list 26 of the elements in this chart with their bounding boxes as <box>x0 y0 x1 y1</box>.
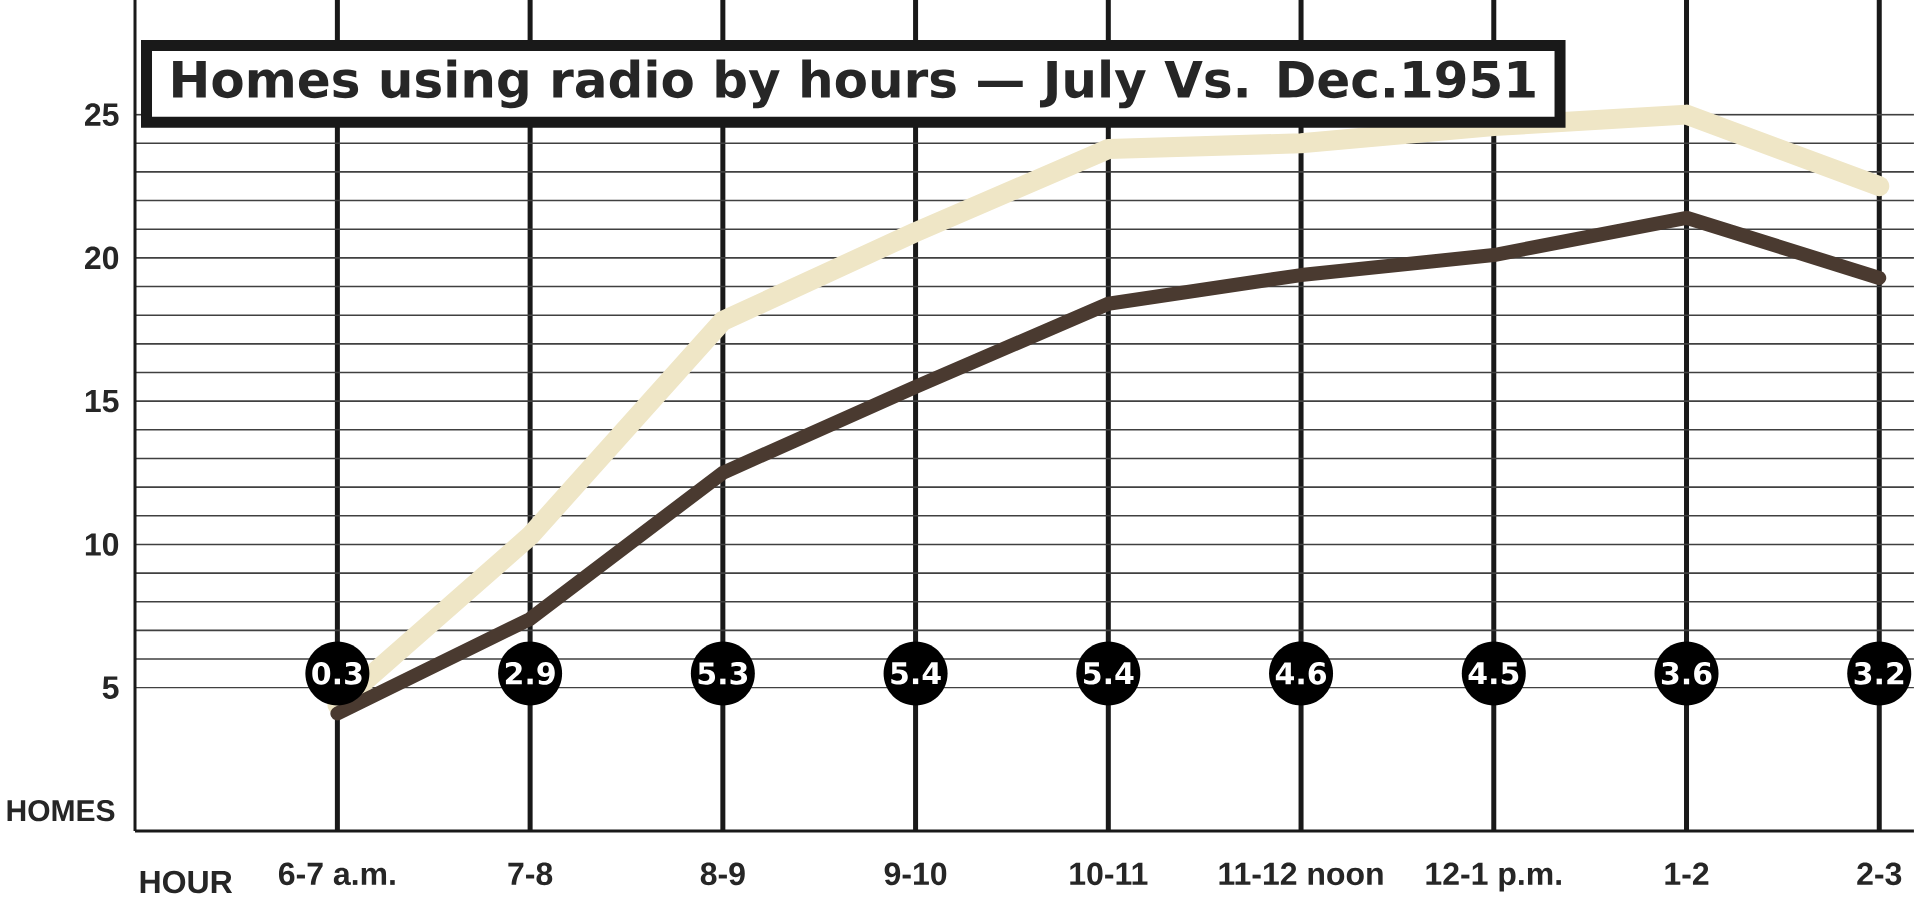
x-axis-title: HOUR <box>140 870 233 894</box>
x-tick-label: 11-12 noon <box>1219 862 1383 886</box>
annotation: 3.2 <box>1854 662 1904 685</box>
y-tick-label: 10 <box>85 533 119 556</box>
annotation: 0.3 <box>312 662 362 685</box>
annotation: 4.5 <box>1468 662 1519 685</box>
annotation: 5.4 <box>1084 662 1134 685</box>
y-tick-label: 15 <box>85 390 119 413</box>
x-tick-label: 12-1 p.m. <box>1426 862 1561 892</box>
x-tick-label: 2-3 <box>1857 862 1902 886</box>
y-axis-title: HOMES <box>7 800 115 822</box>
annotation: 5.3 <box>698 662 748 685</box>
x-tick-label: 7-8 <box>508 862 553 886</box>
annotation: 4.6 <box>1275 662 1327 685</box>
x-tick-label: 10-11 <box>1070 862 1148 886</box>
y-tick-label: 5 <box>102 676 119 699</box>
annotation: 3.6 <box>1661 662 1712 685</box>
x-tick-label: 9-10 <box>884 862 947 886</box>
x-tick-label: 8-9 <box>700 862 745 886</box>
x-tick-label: 6-7 a.m. <box>278 862 395 886</box>
y-tick-label: 20 <box>85 246 119 270</box>
x-tick-label: 1-2 <box>1665 862 1709 885</box>
y-tick-label: 25 <box>85 103 119 126</box>
annotation: 2.9 <box>505 662 555 685</box>
annotation: 5.4 <box>891 662 941 685</box>
text: Homes using radio by hours — July Vs. Dec.1951 <box>173 59 1535 109</box>
